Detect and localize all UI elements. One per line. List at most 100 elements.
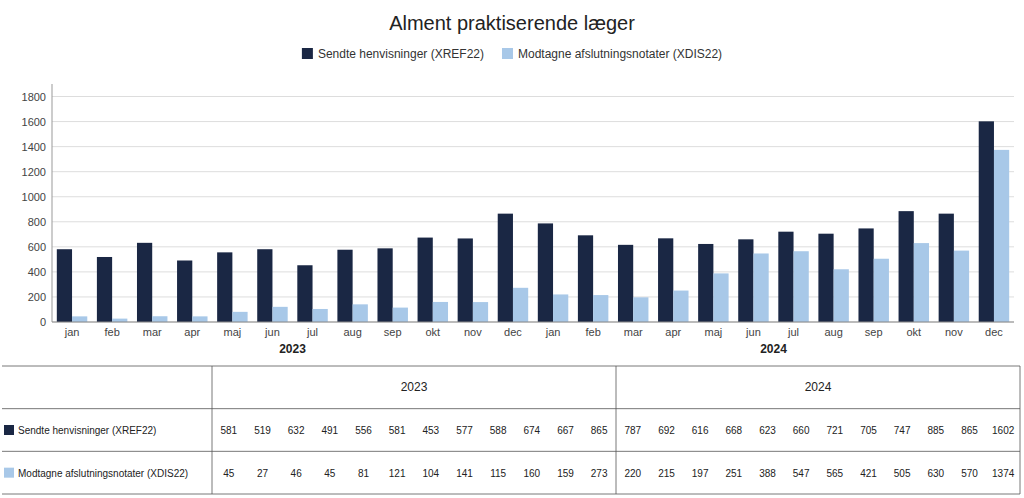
bar (217, 252, 232, 322)
grid-line (52, 96, 1014, 97)
table-row-label: Sendte henvisninger (XREF22) (18, 425, 156, 436)
bar (553, 294, 568, 322)
bar (112, 319, 127, 322)
table-cell: 632 (288, 425, 305, 436)
title: Alment praktiserende læger (389, 12, 635, 34)
table-cell: 160 (523, 468, 540, 479)
bar (753, 253, 768, 322)
table-cell: 674 (523, 425, 540, 436)
table-cell: 565 (826, 468, 843, 479)
bar (593, 295, 608, 322)
x-tick-label: feb (104, 326, 119, 338)
bar (858, 228, 873, 322)
table-cell: 577 (456, 425, 473, 436)
y-axis-line (52, 84, 53, 322)
table-rule (1020, 366, 1021, 494)
table-cell: 45 (223, 468, 235, 479)
table-cell: 505 (894, 468, 911, 479)
table-cell: 197 (692, 468, 709, 479)
grid-line (52, 171, 1014, 172)
table-cell: 787 (624, 425, 641, 436)
bar (874, 259, 889, 322)
bar (899, 211, 914, 322)
bars (57, 121, 1009, 322)
y-tick-label: 1800 (22, 91, 46, 103)
table-cell: 1374 (992, 468, 1015, 479)
table-cell: 660 (793, 425, 810, 436)
table-cell: 668 (725, 425, 742, 436)
x-tick-label: okt (425, 326, 440, 338)
table-rule (2, 451, 1020, 452)
y-tick-label: 1200 (22, 166, 46, 178)
x-tick-label: nov (464, 326, 482, 338)
x-tick-label: jan (64, 326, 80, 338)
y-tick-label: 600 (28, 241, 46, 253)
bar (658, 238, 673, 322)
bar (778, 232, 793, 322)
grid-line (52, 221, 1014, 222)
x-tick-label: apr (184, 326, 200, 338)
table-cell: 1602 (992, 425, 1015, 436)
x-tick-label: dec (985, 326, 1003, 338)
table-cell: 121 (389, 468, 406, 479)
bar (979, 121, 994, 322)
table-cell: 215 (658, 468, 675, 479)
bar (257, 249, 272, 322)
x-tick-label: jul (306, 326, 318, 338)
grid (52, 97, 1014, 322)
table-cell: 570 (961, 468, 978, 479)
bar (418, 238, 433, 322)
bar (337, 250, 352, 322)
x-tick-label: jun (264, 326, 280, 338)
bar (152, 316, 167, 322)
table-cell: 491 (321, 425, 338, 436)
bar (738, 239, 753, 322)
table-cell: 865 (591, 425, 608, 436)
x-tick-label: apr (665, 326, 681, 338)
table-cell: 104 (422, 468, 439, 479)
legend-label: Sendte henvisninger (XREF22) (318, 47, 484, 61)
table-cell: 616 (692, 425, 709, 436)
table-cell: 519 (254, 425, 271, 436)
data-table: 20232024Sendte henvisninger (XREF22)5815… (2, 366, 1020, 494)
group-label: 2024 (760, 342, 787, 356)
bar (713, 273, 728, 322)
table-cell: 27 (257, 468, 269, 479)
x-tick-label: sep (865, 326, 883, 338)
x-tick-label: maj (705, 326, 723, 338)
table-cell: 581 (220, 425, 237, 436)
x-tick-label: sep (384, 326, 402, 338)
bar (177, 260, 192, 322)
x-tick-label: dec (504, 326, 522, 338)
bar (232, 312, 247, 322)
legend-swatch (502, 48, 513, 59)
table-rule (2, 408, 1020, 409)
bar (313, 309, 328, 322)
x-tick-label: aug (343, 326, 361, 338)
table-cell: 141 (456, 468, 473, 479)
bar (954, 251, 969, 322)
bar (57, 249, 72, 322)
table-cell: 630 (927, 468, 944, 479)
table-cell: 705 (860, 425, 877, 436)
x-tick-label: okt (906, 326, 921, 338)
grid-line (52, 196, 1014, 197)
bar (72, 316, 87, 322)
table-cell: 692 (658, 425, 675, 436)
table-cell: 547 (793, 468, 810, 479)
table-rule (2, 494, 1020, 495)
bar (498, 214, 513, 322)
y-tick-label: 1400 (22, 141, 46, 153)
table-rule (2, 366, 1020, 367)
bar (818, 234, 833, 322)
bar (377, 248, 392, 322)
table-swatch (4, 468, 14, 478)
legend-label: Modtagne afslutningsnotater (XDIS22) (518, 47, 722, 61)
x-axis-line (52, 322, 1014, 323)
table-cell: 667 (557, 425, 574, 436)
grid-line (52, 121, 1014, 122)
table-cell: 581 (389, 425, 406, 436)
table-cell: 45 (324, 468, 336, 479)
y-tick-label: 1600 (22, 116, 46, 128)
bar (618, 245, 633, 322)
